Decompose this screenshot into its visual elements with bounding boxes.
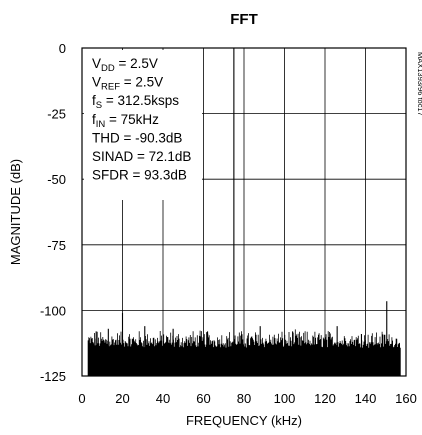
x-axis-ticks: 0 20 40 60 80 100 120 140 160 [78,391,416,406]
x-tick-label: 140 [355,391,377,406]
x-tick-label: 100 [274,391,296,406]
y-axis-label: MAGNITUDE (dB) [8,159,23,265]
condition-line: VDD = 2.5V [92,56,158,74]
x-tick-label: 0 [78,391,85,406]
condition-line: fIN = 75kHz [92,112,159,130]
x-axis-label: FREQUENCY (kHz) [186,413,302,428]
x-tick-label: 120 [314,391,336,406]
x-tick-label: 40 [156,391,170,406]
x-tick-label: 80 [237,391,251,406]
condition-line: SINAD = 72.1dB [92,149,191,164]
chart-title: FFT [230,11,258,28]
conditions-box [84,50,202,200]
y-tick-label: -50 [47,172,66,187]
spectrum-series [87,48,401,376]
condition-line: fS = 312.5ksps [92,93,179,111]
x-tick-label: 20 [115,391,129,406]
y-tick-label: -75 [47,238,66,253]
condition-line: THD = -90.3dB [92,130,182,145]
side-reference-id: MAX1393/96 toc17 [416,52,422,116]
y-axis-ticks: 0 -25 -50 -75 -100 -125 [40,41,66,384]
x-tick-label: 60 [196,391,210,406]
y-tick-label: -125 [40,369,66,384]
x-tick-label: 160 [395,391,417,406]
y-tick-label: -100 [40,303,66,318]
y-tick-label: 0 [59,41,66,56]
condition-line: SFDR = 93.3dB [92,168,187,183]
y-tick-label: -25 [47,107,66,122]
condition-line: VREF = 2.5V [92,75,163,93]
